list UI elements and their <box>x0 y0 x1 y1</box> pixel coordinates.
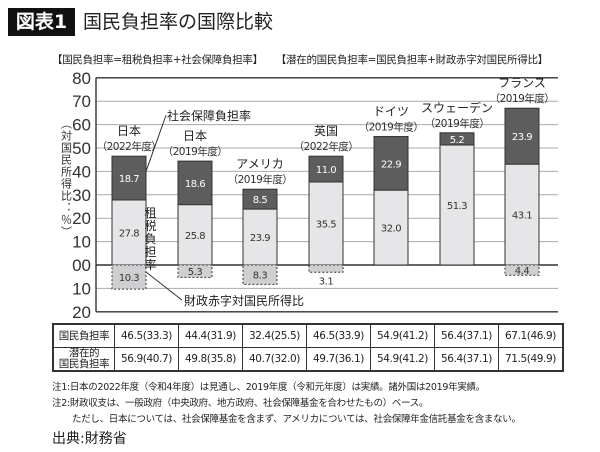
category-label: ドイツ <box>373 105 409 119</box>
table-cell: 46.5(33.3) <box>114 323 179 348</box>
definitions: 【国民負担率=租税負担率+社会保障負担率】 【潜在的国民負担率=国民負担率+財政… <box>52 52 558 67</box>
y-tick-label: 80 <box>72 69 91 88</box>
y-axis-label: （対国民所得比：％） <box>60 118 73 238</box>
y-tick-label: 10 <box>72 279 91 298</box>
bar-tax <box>308 181 344 266</box>
bar-tax <box>242 208 278 266</box>
bar-label-tax: 35.5 <box>316 219 336 230</box>
definition-burden: 【国民負担率=租税負担率+社会保障負担率】 <box>52 54 263 66</box>
category-label: スウェーデン <box>421 100 493 115</box>
table-cell: 46.5(33.9) <box>306 323 371 348</box>
row-header-line: 国民負担率 <box>58 358 110 370</box>
table-cell: 56.9(40.7) <box>114 347 179 372</box>
bar-social-security <box>504 107 540 165</box>
notes: 注1:日本の2022年度（令和4年度）は見通し、2019年度（令和元年度）は実績… <box>52 380 521 428</box>
table-cell: 49.7(36.1) <box>306 347 371 372</box>
figure-badge: 図表1 <box>8 8 75 36</box>
bar-label-social-security: 18.7 <box>119 174 139 185</box>
y-tick-label: 30 <box>72 186 91 205</box>
table-cell: 49.8(35.8) <box>178 347 243 372</box>
bar-social-security <box>439 132 475 146</box>
y-tick-label: 70 <box>72 92 91 111</box>
annotation-social-security: 社会保障負担率 <box>167 108 251 123</box>
row-header: 潜在的 国民負担率 <box>52 347 115 372</box>
note-2-continued: ただし、日本については、社会保障基金を含まず、アメリカについては、社会保障年金信… <box>72 414 521 425</box>
bar-deficit <box>242 264 278 285</box>
y-tick-label: 20 <box>72 303 91 322</box>
y-tick-label: 00 <box>72 256 91 275</box>
bar-social-security <box>177 160 213 206</box>
bar-label-tax: 32.0 <box>381 224 401 235</box>
table-cell: 67.1(46.9) <box>498 323 564 348</box>
bar-label-social-security: 8.5 <box>253 195 268 206</box>
category-label: フランス <box>498 76 546 90</box>
bar-tax <box>439 144 475 266</box>
category-label: 日本 <box>183 129 207 143</box>
table-row: 国民負担率 46.5(33.3) 44.4(31.9) 32.4(25.5) 4… <box>52 323 564 348</box>
note-1: 注1:日本の2022年度（令和4年度）は見通し、2019年度（令和元年度）は実績… <box>52 382 485 393</box>
bar-label-tax: 25.8 <box>185 231 205 242</box>
y-tick-label: 50 <box>72 139 91 158</box>
bar-tax <box>111 199 147 266</box>
values-table: 国民負担率 46.5(33.3) 44.4(31.9) 32.4(25.5) 4… <box>52 323 564 372</box>
table-cell: 32.4(25.5) <box>242 323 307 348</box>
row-header-line: 潜在的 <box>68 347 100 359</box>
bar-label-social-security: 11.0 <box>316 165 336 176</box>
bar-social-security <box>308 155 344 183</box>
table-row: 潜在的 国民負担率 56.9(40.7) 49.8(35.8) 40.7(32.0… <box>52 347 564 372</box>
y-tick-label: 20 <box>72 209 91 228</box>
bar-deficit <box>111 264 147 290</box>
category-label: 英国 <box>314 124 338 138</box>
bar-label-tax: 43.1 <box>512 211 532 222</box>
table-cell: 56.4(37.1) <box>434 323 499 348</box>
y-tick-label: 60 <box>72 116 91 135</box>
bar-label-tax: 51.3 <box>447 201 467 212</box>
note-2: 注2:財政収支は、一般政府（中央政府、地方政府、社会保障基金を合わせたもの）ベー… <box>52 398 429 409</box>
table-cell: 71.5(49.9) <box>498 347 564 372</box>
category-year-label: （2019年度） <box>228 173 293 186</box>
category-label: 日本 <box>117 124 141 138</box>
bar-social-security <box>111 155 147 201</box>
row-header: 国民負担率 <box>52 323 115 348</box>
y-tick-label: 10 <box>72 233 91 252</box>
bar-label-social-security: 18.6 <box>185 179 205 190</box>
definition-potential-burden: 【潜在的国民負担率=国民負担率+財政赤字対国民所得比】 <box>275 54 548 66</box>
bar-label-social-security: 22.9 <box>381 159 401 170</box>
bar-deficit <box>177 264 213 278</box>
table-cell: 40.7(32.0) <box>242 347 307 372</box>
category-year-label: （2022年度） <box>294 140 359 153</box>
bar-social-security <box>373 136 409 191</box>
bar-label-deficit: 8.3 <box>253 271 268 282</box>
table-cell: 44.4(31.9) <box>178 323 243 348</box>
bar-deficit <box>504 264 540 276</box>
figure-title: 国民負担率の国際比較 <box>83 11 274 33</box>
table-cell: 56.4(37.1) <box>434 347 499 372</box>
annotation-leader <box>145 271 183 301</box>
bar-social-security <box>242 188 278 210</box>
bar-label-deficit: 10.3 <box>119 273 139 284</box>
bar-label-deficit: 5.3 <box>188 267 203 278</box>
category-year-label: （2019年度） <box>425 117 490 130</box>
bar-label-tax: 23.9 <box>250 233 270 244</box>
source: 出典:財務省 <box>52 431 127 447</box>
y-tick-label: 40 <box>72 162 91 181</box>
category-label: アメリカ <box>236 157 283 171</box>
table-cell: 54.9(41.2) <box>370 347 435 372</box>
bar-label-deficit: 3.1 <box>319 276 334 287</box>
bar-label-tax: 27.8 <box>119 228 139 239</box>
bar-deficit <box>308 264 344 273</box>
annotation-deficit: 財政赤字対国民所得比 <box>184 293 304 308</box>
category-year-label: （2022年度） <box>97 140 162 153</box>
table-cell: 54.9(41.2) <box>370 323 435 348</box>
bar-label-deficit: 4.4 <box>515 266 530 277</box>
annotation-tax: 租税負担率 <box>143 206 157 271</box>
category-year-label: （2019年度） <box>490 92 555 105</box>
annotation-leader <box>145 115 167 172</box>
category-year-label: （2019年度） <box>359 121 424 134</box>
category-year-label: （2019年度） <box>163 145 228 158</box>
bar-label-social-security: 5.2 <box>450 135 465 146</box>
bar-tax <box>373 189 409 266</box>
bar-label-social-security: 23.9 <box>512 132 532 143</box>
